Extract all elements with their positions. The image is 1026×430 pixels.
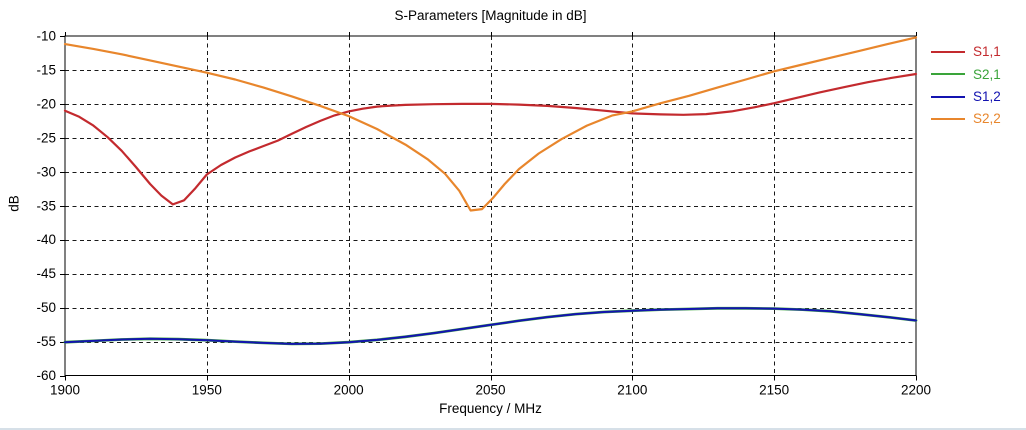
y-tick-label: -55: [36, 334, 56, 349]
plot-frame: [64, 35, 917, 377]
legend-line-sample: [931, 95, 965, 98]
x-tick-label: 2050: [475, 383, 505, 398]
y-tick-label: -20: [36, 96, 56, 111]
legend-line-sample: [931, 51, 965, 54]
x-tick-label: 2100: [617, 383, 647, 398]
series-curve-s21[interactable]: [63, 306, 918, 346]
y-tick-label: -40: [36, 232, 56, 247]
y-tick-label: -10: [36, 29, 56, 44]
x-axis-label: Frequency / MHz: [439, 401, 542, 416]
legend-item-s11[interactable]: S1,1: [931, 41, 1001, 63]
x-tick-label: 2150: [759, 383, 789, 398]
y-tick-label: -15: [36, 62, 56, 77]
y-tick-label: -25: [36, 130, 56, 145]
chart-title: S-Parameters [Magnitude in dB]: [394, 8, 587, 23]
legend-line-sample: [931, 73, 965, 76]
legend-line-sample: [931, 118, 965, 121]
legend: S1,1 S2,1 S1,2 S2,2: [931, 41, 1001, 130]
y-tick-label: -50: [36, 300, 56, 315]
legend-item-s21[interactable]: S2,1: [931, 63, 1001, 85]
legend-label: S1,1: [973, 44, 1001, 60]
series-curve-s22[interactable]: [63, 36, 918, 212]
legend-item-s22[interactable]: S2,2: [931, 108, 1001, 130]
x-tick-label: 1900: [50, 383, 80, 398]
series-curve-s12[interactable]: [64, 307, 917, 345]
y-tick-label: -45: [36, 266, 56, 281]
x-tick-label: 2200: [901, 383, 931, 398]
legend-label: S2,2: [973, 111, 1001, 127]
x-tick-label: 1950: [192, 383, 222, 398]
y-tick-label: -60: [36, 368, 56, 383]
x-tick-label: 2000: [334, 383, 364, 398]
y-tick-label: -30: [36, 164, 56, 179]
series-curve-s11[interactable]: [63, 72, 918, 206]
legend-label: S1,2: [973, 88, 1001, 104]
legend-item-s12[interactable]: S1,2: [931, 86, 1001, 108]
y-axis-label: dB: [6, 195, 22, 212]
legend-label: S2,1: [973, 66, 1001, 82]
y-tick-label: -35: [36, 198, 56, 213]
